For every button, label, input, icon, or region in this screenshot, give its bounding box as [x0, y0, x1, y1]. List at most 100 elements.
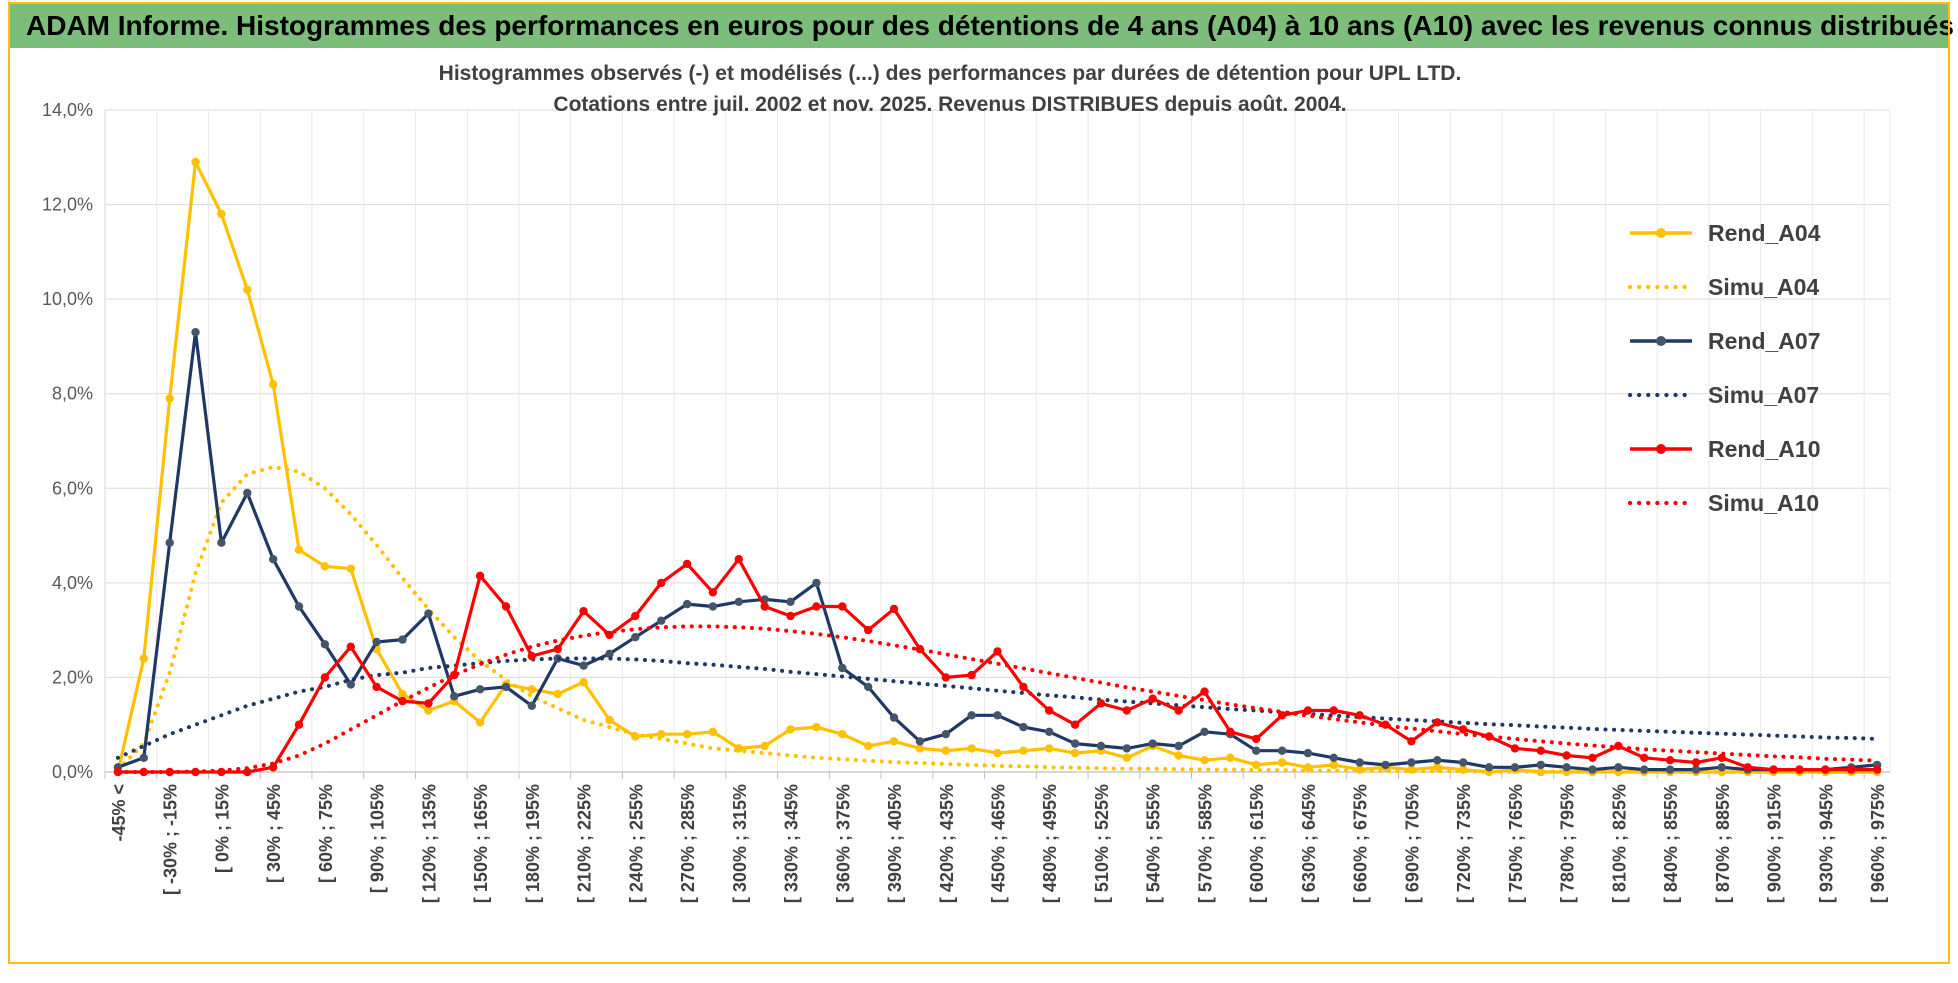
- series-marker-Rend_A07: [1096, 741, 1106, 751]
- series-marker-Rend_A04: [217, 209, 226, 219]
- series-marker-Rend_A07: [1019, 722, 1028, 732]
- series-marker-Rend_A04: [1277, 758, 1287, 767]
- series-marker-Rend_A07: [941, 730, 950, 739]
- y-tick-label: 14,0%: [42, 100, 93, 120]
- series-marker-Rend_A10: [1252, 734, 1261, 744]
- x-tick-label: [ 90% ; 105%: [368, 784, 388, 893]
- y-tick-label: 8,0%: [52, 384, 93, 404]
- series-marker-Rend_A07: [734, 597, 743, 606]
- series-marker-Rend_A04: [346, 564, 355, 573]
- legend-item-Simu_A07[interactable]: Simu_A07: [1628, 368, 1820, 422]
- legend-swatch-Rend_A07: [1630, 336, 1692, 346]
- series-marker-Rend_A07: [1588, 765, 1597, 774]
- series-marker-Rend_A10: [1588, 753, 1597, 762]
- series-marker-Rend_A07: [657, 616, 666, 625]
- series-marker-Rend_A10: [1640, 753, 1649, 762]
- legend-item-Rend_A10[interactable]: Rend_A10: [1628, 422, 1820, 476]
- x-tick-label: [ 840% ; 855%: [1661, 784, 1681, 903]
- series-marker-Rend_A10: [1329, 706, 1339, 715]
- series-marker-Rend_A07: [1122, 744, 1132, 753]
- series-marker-Rend_A10: [657, 578, 666, 588]
- x-tick-label: [ 180% ; 195%: [523, 784, 543, 903]
- legend-item-Simu_A04[interactable]: Simu_A04: [1628, 260, 1820, 314]
- series-marker-Rend_A07: [372, 637, 381, 647]
- x-tick-label: [ 780% ; 795%: [1558, 784, 1578, 903]
- x-tick-label: [ 870% ; 885%: [1713, 784, 1733, 903]
- series-marker-Rend_A07: [191, 328, 200, 337]
- series-marker-Rend_A10: [682, 559, 692, 569]
- series-marker-Rend_A07: [450, 692, 459, 701]
- series-marker-Rend_A07: [1355, 758, 1364, 767]
- series-marker-Rend_A10: [1433, 718, 1442, 727]
- series-marker-Rend_A10: [424, 699, 433, 708]
- legend-label-Simu_A07: Simu_A07: [1708, 381, 1820, 408]
- legend-item-Rend_A07[interactable]: Rend_A07: [1628, 314, 1820, 368]
- series-marker-Rend_A10: [734, 555, 743, 564]
- series-marker-Rend_A10: [631, 611, 640, 621]
- series-marker-Rend_A10: [760, 602, 769, 611]
- series-marker-Rend_A07: [1200, 727, 1209, 736]
- series-marker-Rend_A07: [1148, 739, 1157, 748]
- series-marker-Rend_A07: [605, 649, 614, 658]
- series-marker-Rend_A10: [1665, 756, 1675, 765]
- series-marker-Rend_A07: [631, 633, 640, 642]
- series-marker-Rend_A07: [993, 711, 1002, 720]
- chart-legend: Rend_A04 Simu_A04 Rend_A07 Simu_A07 Rend_A10…: [1628, 206, 1820, 530]
- series-marker-Rend_A10: [1096, 699, 1106, 708]
- series-marker-Rend_A04: [1174, 751, 1183, 760]
- series-marker-Rend_A04: [1226, 753, 1235, 762]
- x-tick-label: [ 450% ; 465%: [989, 784, 1009, 903]
- series-marker-Rend_A10: [967, 670, 976, 680]
- series-marker-Rend_A04: [424, 706, 433, 715]
- series-marker-Rend_A04: [1433, 763, 1442, 772]
- legend-label-Simu_A04: Simu_A04: [1708, 273, 1820, 300]
- series-marker-Rend_A04: [760, 741, 769, 751]
- series-marker-Rend_A07: [527, 701, 536, 710]
- series-marker-Rend_A10: [1691, 758, 1701, 767]
- series-marker-Rend_A04: [812, 722, 821, 732]
- series-marker-Rend_A07: [1174, 741, 1183, 751]
- legend-label-Rend_A07: Rend_A07: [1708, 327, 1821, 354]
- series-marker-Rend_A04: [398, 689, 407, 699]
- series-marker-Rend_A10: [1847, 765, 1856, 774]
- x-tick-label: [ 0% ; 15%: [212, 784, 232, 873]
- series-marker-Rend_A10: [889, 604, 899, 614]
- series-marker-Rend_A10: [372, 682, 381, 692]
- series-marker-Rend_A04: [838, 730, 847, 739]
- series-marker-Rend_A07: [269, 555, 278, 564]
- series-marker-Rend_A04: [527, 685, 536, 694]
- series-marker-Rend_A07: [1510, 763, 1520, 772]
- series-marker-Rend_A04: [579, 678, 588, 687]
- series-marker-Rend_A07: [1536, 760, 1546, 770]
- series-marker-Rend_A04: [889, 737, 899, 746]
- legend-label-Rend_A10: Rend_A10: [1708, 435, 1821, 462]
- series-line-Simu_A07: [115, 656, 1880, 760]
- series-marker-Rend_A10: [708, 588, 718, 597]
- series-marker-Rend_A10: [294, 720, 304, 729]
- series-marker-Rend_A04: [967, 744, 976, 753]
- series-marker-Rend_A10: [1821, 765, 1830, 774]
- x-tick-label: [ 900% ; 915%: [1765, 784, 1785, 903]
- series-marker-Rend_A04: [1045, 744, 1054, 753]
- series-marker-Rend_A10: [786, 611, 795, 621]
- series-marker-Rend_A07: [1640, 765, 1649, 774]
- x-tick-label: [ 960% ; 975%: [1868, 784, 1888, 903]
- series-marker-Rend_A04: [864, 741, 873, 751]
- series-marker-Rend_A07: [1562, 763, 1571, 772]
- x-tick-label: [ 270% ; 285%: [678, 784, 698, 903]
- x-tick-label: [ 690% ; 705%: [1402, 784, 1422, 903]
- series-marker-Rend_A07: [889, 713, 899, 722]
- series-marker-Rend_A07: [243, 488, 252, 498]
- x-tick-label: [ 480% ; 495%: [1040, 784, 1060, 903]
- series-marker-Rend_A07: [1070, 739, 1080, 748]
- series-marker-Rend_A10: [1536, 746, 1546, 755]
- x-tick-label: [ 540% ; 555%: [1144, 784, 1164, 903]
- series-marker-Rend_A07: [475, 685, 485, 694]
- legend-item-Rend_A04[interactable]: Rend_A04: [1628, 206, 1820, 260]
- series-marker-Rend_A07: [708, 602, 718, 611]
- legend-item-Simu_A10[interactable]: Simu_A10: [1628, 476, 1820, 530]
- y-tick-label: 6,0%: [52, 478, 93, 498]
- series-marker-Rend_A10: [1872, 765, 1882, 774]
- legend-swatch-Simu_A10: [1628, 500, 1694, 506]
